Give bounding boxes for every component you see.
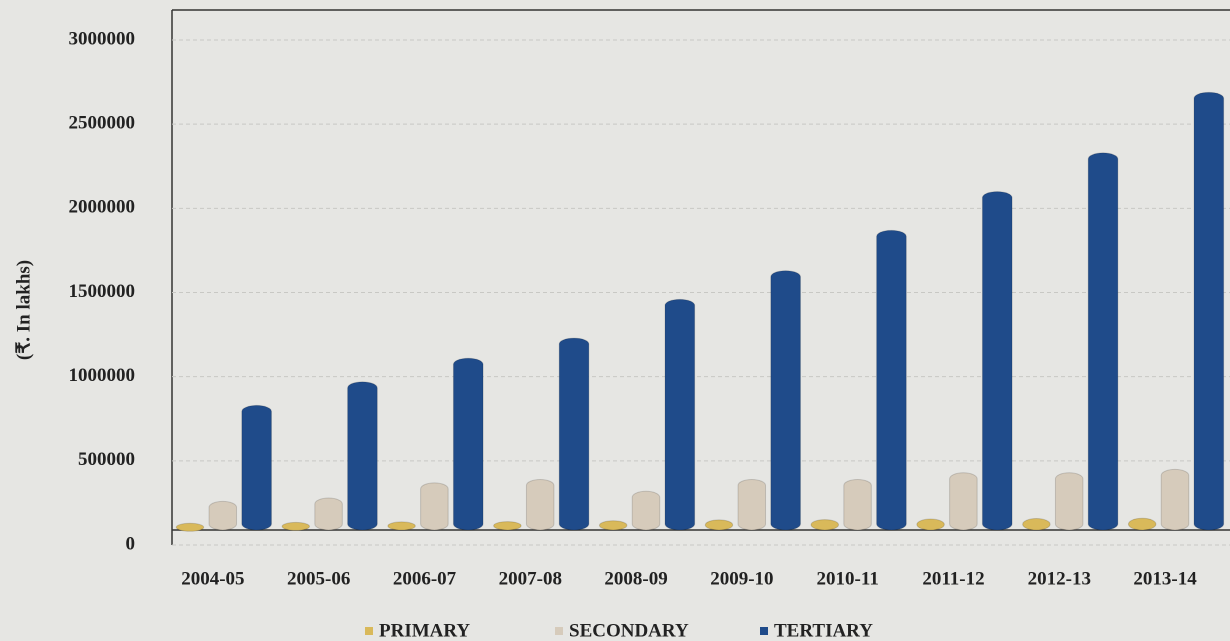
bar — [387, 521, 416, 531]
y-tick-label: 2500000 — [69, 113, 136, 134]
y-tick-label: 0 — [126, 533, 136, 554]
bar — [981, 191, 1013, 531]
bar — [1193, 91, 1225, 531]
bar — [631, 490, 661, 531]
y-tick-label: 1500000 — [69, 281, 136, 302]
x-tick-label: 2013-14 — [1133, 568, 1197, 589]
bar — [347, 381, 378, 531]
x-tick-label: 2004-05 — [181, 568, 244, 589]
bar — [843, 479, 872, 531]
bar — [1160, 468, 1190, 531]
bar — [1127, 517, 1157, 531]
x-tick-label: 2006-07 — [393, 568, 457, 589]
y-tick-label: 2000000 — [69, 197, 136, 218]
bar — [314, 497, 343, 531]
bar — [558, 337, 590, 531]
bar — [810, 519, 840, 531]
bar — [598, 520, 628, 531]
legend-label: SECONDARY — [569, 620, 689, 641]
bar — [1022, 518, 1051, 531]
x-tick-label: 2008-09 — [604, 568, 667, 589]
bar — [175, 522, 205, 532]
bar — [493, 521, 522, 531]
x-tick-label: 2012-13 — [1028, 568, 1091, 589]
bar — [208, 500, 238, 531]
bar — [452, 357, 484, 531]
legend-label: PRIMARY — [379, 620, 470, 641]
legend-swatch — [365, 627, 373, 635]
x-tick-label: 2010-11 — [817, 568, 879, 589]
bar — [876, 229, 907, 531]
bar — [737, 479, 767, 531]
x-tick-label: 2011-12 — [922, 568, 984, 589]
legend-swatch — [760, 627, 768, 635]
legend-swatch — [555, 627, 563, 635]
bar — [241, 404, 272, 531]
bar — [704, 519, 734, 531]
x-tick-label: 2007-08 — [499, 568, 562, 589]
bar — [1087, 152, 1119, 531]
bar — [664, 298, 696, 531]
x-tick-label: 2005-06 — [287, 568, 350, 589]
bar — [525, 479, 555, 531]
bar — [281, 521, 311, 531]
y-axis-label: (₹. In lakhs) — [13, 260, 34, 360]
y-tick-label: 500000 — [78, 449, 135, 470]
bar — [770, 270, 801, 531]
bar — [949, 472, 978, 531]
legend-label: TERTIARY — [774, 620, 873, 641]
bar — [1054, 472, 1084, 531]
y-tick-label: 3000000 — [69, 28, 136, 49]
y-tick-label: 1000000 — [69, 365, 136, 386]
bar — [916, 518, 945, 531]
x-tick-label: 2009-10 — [710, 568, 773, 589]
bar — [420, 482, 449, 531]
